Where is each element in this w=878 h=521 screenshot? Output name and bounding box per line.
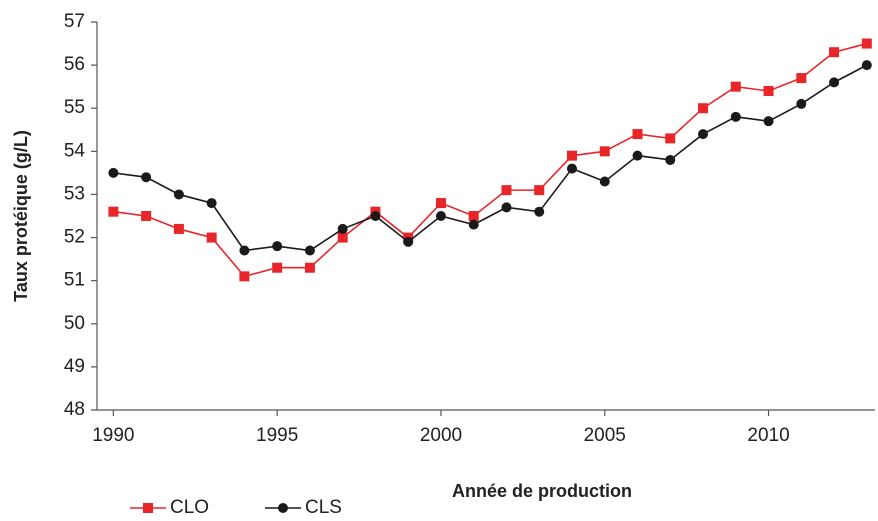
marker [698, 129, 709, 140]
marker [730, 81, 741, 92]
legend-label: CLS [305, 497, 342, 518]
marker [468, 219, 479, 230]
y-tick-label: 52 [64, 227, 85, 248]
marker [239, 245, 250, 256]
y-tick-label: 49 [64, 356, 85, 377]
x-tick-label: 2010 [747, 425, 789, 446]
marker [730, 111, 741, 122]
marker [468, 211, 479, 221]
legend-marker [143, 503, 153, 513]
marker [337, 223, 348, 234]
marker [763, 85, 774, 96]
marker [141, 172, 152, 183]
y-axis-title: Taux protéique (g/L) [11, 130, 31, 302]
series-line [113, 42, 868, 278]
marker [403, 236, 414, 247]
marker [206, 198, 217, 209]
marker [173, 223, 184, 234]
marker [763, 116, 774, 127]
marker [370, 211, 381, 221]
marker [861, 60, 872, 71]
x-tick-label: 2005 [584, 425, 626, 446]
y-tick-label: 56 [64, 54, 85, 75]
marker [239, 271, 250, 282]
x-tick-label: 1990 [92, 425, 134, 446]
marker [173, 189, 184, 200]
legend-marker [278, 503, 288, 513]
x-tick-label: 2000 [420, 425, 462, 446]
marker [108, 206, 119, 217]
marker [534, 206, 545, 217]
marker [829, 77, 840, 88]
y-tick-label: 55 [64, 97, 85, 118]
legend-label: CLO [170, 497, 209, 518]
marker [272, 241, 283, 252]
series-line [113, 64, 868, 252]
marker [534, 185, 545, 196]
marker [829, 47, 840, 58]
marker [272, 262, 283, 273]
marker [632, 129, 643, 140]
marker [501, 185, 512, 196]
marker [141, 211, 152, 221]
marker [108, 167, 119, 178]
y-tick-label: 48 [64, 399, 85, 420]
y-tick-label: 51 [64, 270, 85, 291]
x-axis-title: Année de production [452, 481, 632, 501]
y-tick-label: 57 [64, 11, 85, 32]
marker [435, 211, 446, 221]
y-tick-label: 54 [64, 140, 86, 161]
marker [435, 198, 446, 209]
marker [566, 150, 577, 161]
marker [698, 103, 709, 114]
x-tick-label: 1995 [256, 425, 298, 446]
marker [206, 232, 217, 243]
marker [796, 98, 807, 109]
marker [796, 73, 807, 84]
marker [632, 150, 643, 161]
marker [337, 232, 348, 243]
marker [304, 245, 315, 256]
marker [566, 163, 577, 174]
marker [665, 154, 676, 165]
marker [861, 38, 872, 49]
marker [665, 133, 676, 144]
y-tick-label: 53 [64, 183, 85, 204]
marker [599, 176, 610, 187]
marker [501, 202, 512, 213]
marker [599, 146, 610, 157]
y-tick-label: 50 [64, 313, 85, 334]
marker [304, 262, 315, 273]
